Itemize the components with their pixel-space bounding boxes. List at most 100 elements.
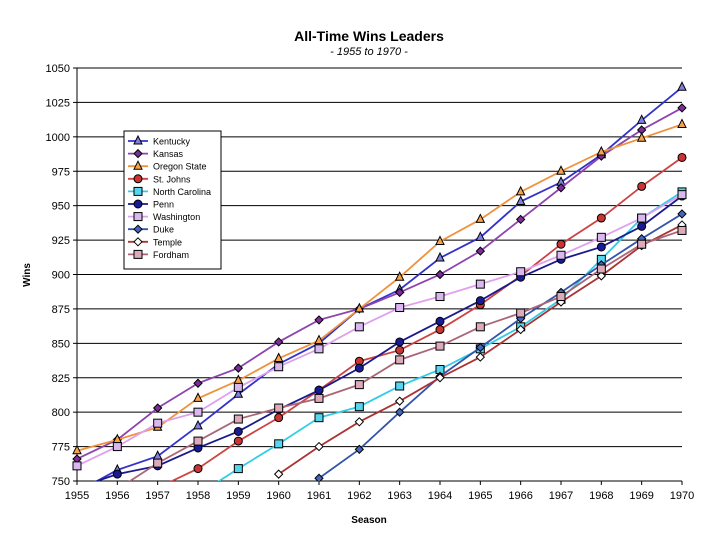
data-point-washington	[314, 344, 324, 354]
data-point-north-carolina	[354, 402, 364, 412]
data-point-st-johns	[395, 345, 405, 355]
legend-item-oregon-state: Oregon State	[128, 160, 207, 172]
data-point-oregon-state	[475, 213, 486, 223]
legend-swatch-marker	[133, 199, 143, 209]
data-point-kentucky	[435, 251, 445, 262]
x-tick-label: 1965	[468, 490, 492, 502]
data-point-st-johns	[233, 436, 243, 446]
legend-label: Temple	[153, 237, 182, 247]
data-point-washington	[475, 279, 485, 289]
data-point-st-johns	[435, 325, 445, 335]
data-point-kentucky	[193, 419, 203, 430]
data-point-washington	[193, 407, 203, 417]
legend-label: Penn	[153, 200, 174, 210]
series-penn	[94, 191, 687, 481]
legend-label: Kentucky	[153, 137, 191, 147]
data-point-fordham	[637, 239, 647, 249]
data-point-duke	[475, 342, 486, 353]
x-tick-label: 1962	[347, 490, 371, 502]
data-point-kansas	[475, 246, 486, 256]
data-point-kansas	[556, 183, 566, 193]
data-point-fordham	[274, 403, 284, 413]
data-point-st-johns	[556, 239, 566, 249]
data-point-north-carolina	[274, 439, 284, 449]
data-point-oregon-state	[314, 334, 324, 345]
x-tick-label: 1961	[307, 490, 331, 502]
series-st-johns	[169, 152, 687, 481]
data-point-st-johns	[637, 181, 647, 191]
y-tick-label: 950	[52, 201, 70, 213]
data-point-washington	[233, 382, 243, 392]
legend-swatch-marker	[133, 186, 143, 196]
data-point-temple	[435, 373, 445, 383]
y-tick-label: 850	[52, 338, 70, 350]
data-point-temple	[394, 396, 405, 406]
legend-item-kansas: Kansas	[128, 148, 184, 159]
x-tick-label: 1966	[508, 490, 532, 502]
legend-label: Washington	[153, 212, 200, 222]
y-axis: 750 775 800 825 850 875 900 925 950 975 1000 1025 10…	[46, 63, 78, 488]
data-point-washington	[637, 213, 647, 223]
data-point-washington	[274, 362, 284, 372]
data-point-washington	[153, 418, 163, 428]
y-tick-label: 975	[52, 166, 70, 178]
data-point-kansas	[193, 378, 203, 388]
data-point-st-johns	[677, 152, 687, 162]
data-point-washington	[395, 303, 405, 313]
data-point-washington	[556, 250, 566, 260]
x-tick-label: 1970	[670, 490, 694, 502]
data-point-temple	[596, 271, 607, 281]
data-point-oregon-state	[273, 352, 284, 362]
data-point-temple	[475, 352, 486, 362]
y-axis-label: Wins	[22, 263, 33, 287]
y-tick-label: 800	[52, 407, 70, 419]
x-tick-label: 1960	[266, 490, 290, 502]
data-point-oregon-state	[515, 185, 526, 196]
legend-label: Duke	[153, 225, 174, 235]
data-point-fordham	[395, 355, 405, 365]
x-tick-label: 1967	[549, 490, 573, 502]
data-point-kansas	[515, 214, 526, 225]
series-line-washington	[76, 193, 683, 467]
data-point-washington	[596, 232, 606, 242]
data-point-kentucky	[475, 231, 486, 241]
series-line-kansas	[76, 107, 683, 460]
data-point-duke	[677, 209, 687, 219]
data-point-penn	[596, 242, 606, 252]
series-line-oregon-state	[76, 123, 683, 452]
data-point-fordham	[435, 341, 445, 351]
y-tick-label: 825	[52, 373, 70, 385]
data-point-fordham	[475, 322, 485, 332]
data-point-kansas	[394, 287, 405, 298]
data-point-penn	[354, 363, 364, 373]
x-tick-label: 1955	[65, 490, 89, 502]
data-point-kansas	[314, 315, 324, 325]
data-point-kentucky	[515, 195, 526, 206]
series-line-duke	[318, 213, 683, 479]
data-point-kentucky	[636, 114, 647, 124]
data-point-oregon-state	[193, 392, 203, 402]
data-point-north-carolina	[233, 464, 243, 474]
data-point-kentucky	[233, 388, 244, 398]
data-point-oregon-state	[556, 165, 566, 175]
x-tick-label: 1959	[226, 490, 250, 502]
legend-item-temple: Temple	[128, 237, 182, 247]
y-tick-label: 775	[52, 442, 70, 454]
legend: Kentucky Kansas Oregon State St. Johns North…	[123, 130, 222, 270]
data-point-kansas	[233, 363, 244, 373]
data-point-oregon-state	[394, 271, 405, 281]
data-point-oregon-state	[72, 444, 82, 455]
data-point-fordham	[677, 225, 687, 235]
series-line-penn	[94, 195, 683, 481]
data-point-washington	[354, 322, 364, 332]
legend-item-north-carolina: North Carolina	[128, 186, 211, 197]
x-tick-label: 1957	[145, 490, 169, 502]
data-point-washington	[435, 292, 445, 302]
data-point-kansas	[677, 103, 687, 113]
data-point-north-carolina	[395, 381, 405, 391]
data-point-north-carolina	[314, 413, 324, 423]
data-point-oregon-state	[596, 145, 607, 156]
series-temple	[273, 220, 687, 479]
